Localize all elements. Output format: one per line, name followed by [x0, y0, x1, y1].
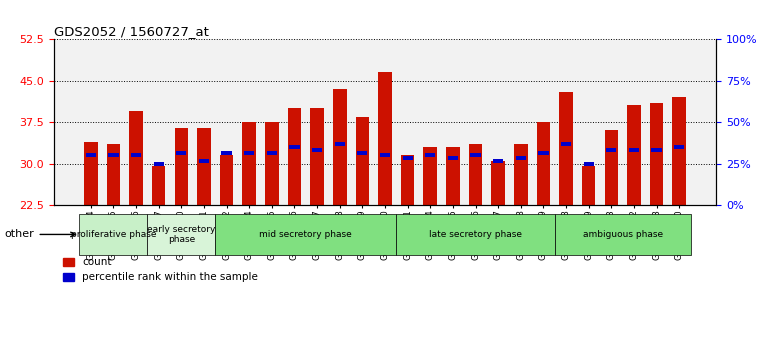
Bar: [131, 154, 141, 157]
Bar: [582, 166, 595, 205]
Bar: [333, 89, 346, 205]
Bar: [378, 72, 392, 205]
Bar: [493, 159, 504, 163]
Bar: [176, 151, 186, 155]
Bar: [266, 151, 277, 155]
Bar: [537, 122, 551, 205]
Bar: [584, 162, 594, 166]
Bar: [222, 151, 232, 155]
Bar: [470, 154, 480, 157]
Bar: [651, 148, 661, 152]
Bar: [604, 131, 618, 205]
Bar: [243, 122, 256, 205]
Bar: [109, 154, 119, 157]
Bar: [129, 111, 143, 205]
Bar: [448, 156, 458, 160]
Bar: [538, 151, 548, 155]
Bar: [153, 162, 164, 166]
Bar: [516, 156, 526, 160]
Text: mid secretory phase: mid secretory phase: [259, 230, 352, 239]
Bar: [561, 142, 571, 146]
Bar: [554, 214, 691, 255]
Bar: [356, 116, 369, 205]
Bar: [85, 154, 96, 157]
Bar: [84, 142, 98, 205]
Bar: [650, 103, 664, 205]
Text: ambiguous phase: ambiguous phase: [583, 230, 663, 239]
Bar: [310, 108, 324, 205]
Bar: [175, 128, 188, 205]
Bar: [425, 154, 435, 157]
Bar: [288, 108, 301, 205]
Bar: [491, 161, 505, 205]
Bar: [335, 142, 345, 146]
Bar: [627, 105, 641, 205]
Bar: [606, 148, 617, 152]
Bar: [219, 155, 233, 205]
Bar: [79, 214, 147, 255]
Bar: [514, 144, 527, 205]
Bar: [559, 92, 573, 205]
Bar: [424, 147, 437, 205]
Legend: count, percentile rank within the sample: count, percentile rank within the sample: [59, 253, 262, 287]
Bar: [152, 166, 166, 205]
Bar: [199, 159, 209, 163]
Bar: [312, 148, 322, 152]
Text: early secretory
phase: early secretory phase: [147, 225, 216, 244]
Bar: [147, 214, 216, 255]
Bar: [397, 214, 554, 255]
Text: proliferative phase: proliferative phase: [71, 230, 156, 239]
Text: late secretory phase: late secretory phase: [429, 230, 522, 239]
Bar: [469, 144, 482, 205]
Bar: [403, 156, 413, 160]
Bar: [197, 128, 211, 205]
Bar: [674, 145, 685, 149]
Text: other: other: [5, 229, 75, 239]
Bar: [672, 97, 686, 205]
Bar: [290, 145, 300, 149]
Bar: [446, 147, 460, 205]
Bar: [629, 148, 639, 152]
Text: GDS2052 / 1560727_at: GDS2052 / 1560727_at: [54, 25, 209, 38]
Bar: [401, 155, 414, 205]
Bar: [106, 144, 120, 205]
Bar: [380, 154, 390, 157]
Bar: [244, 151, 254, 155]
Bar: [216, 214, 397, 255]
Bar: [357, 151, 367, 155]
Bar: [265, 122, 279, 205]
